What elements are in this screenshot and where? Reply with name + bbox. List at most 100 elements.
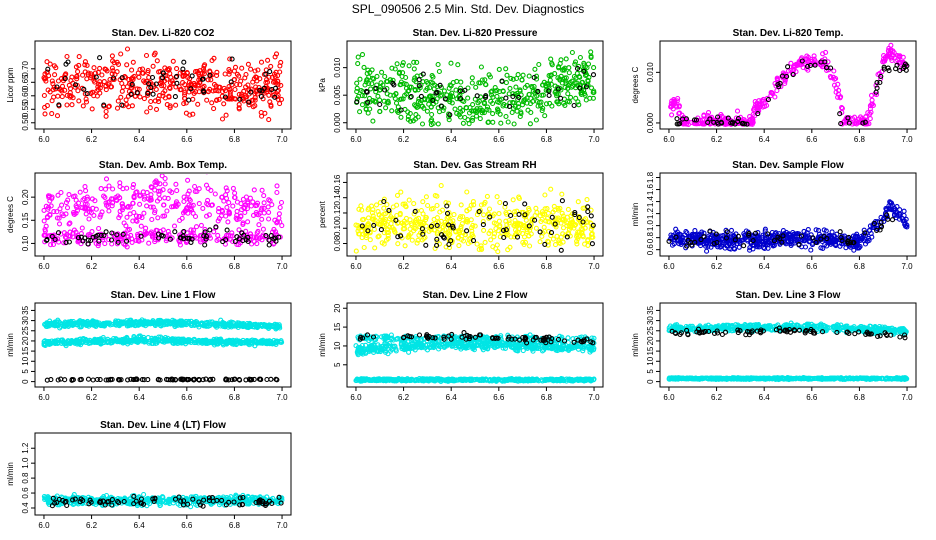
data-point — [530, 217, 536, 223]
data-point — [448, 83, 454, 89]
data-point — [471, 202, 477, 208]
data-point-black — [715, 114, 721, 120]
data-point — [423, 194, 429, 200]
data-point — [823, 228, 829, 234]
data-point — [272, 54, 278, 60]
data-point — [113, 336, 119, 342]
data-point — [462, 114, 468, 121]
data-point-black — [85, 237, 91, 243]
data-point-black — [419, 226, 425, 232]
data-point — [276, 215, 282, 221]
data-point — [359, 217, 366, 223]
data-point-black — [49, 233, 55, 239]
data-point — [144, 109, 150, 115]
data-point — [770, 91, 776, 97]
data-point — [755, 230, 761, 236]
data-point-black — [273, 238, 279, 244]
data-point — [891, 212, 898, 219]
data-point — [509, 109, 515, 116]
data-point — [880, 59, 886, 65]
data-point-black — [145, 377, 151, 383]
data-point-black — [101, 102, 107, 108]
data-point — [397, 210, 403, 216]
data-point — [353, 343, 359, 349]
data-point — [465, 240, 471, 247]
data-point-black — [269, 86, 275, 93]
data-point-black — [191, 377, 197, 383]
data-point — [515, 72, 521, 78]
data-point — [546, 86, 552, 92]
data-point-black — [412, 208, 418, 214]
data-point — [152, 210, 158, 216]
data-point — [803, 56, 809, 62]
data-point — [808, 247, 814, 253]
data-point — [365, 215, 372, 221]
data-point — [249, 241, 255, 247]
data-point — [233, 215, 239, 221]
data-point — [494, 106, 501, 112]
data-point-black — [779, 239, 785, 245]
data-point — [76, 337, 82, 343]
data-point — [197, 80, 203, 86]
data-point — [266, 216, 272, 222]
data-point — [362, 82, 368, 88]
data-point — [751, 106, 757, 112]
x-tick-label: 6.0 — [350, 262, 362, 271]
data-point — [673, 103, 679, 109]
data-point-black — [873, 89, 879, 95]
data-point — [188, 339, 194, 345]
data-point — [357, 76, 363, 82]
data-point-black — [718, 119, 724, 125]
data-point — [162, 175, 168, 182]
data-point — [472, 223, 478, 229]
data-point — [536, 99, 542, 105]
data-point — [200, 66, 207, 72]
data-point — [150, 63, 156, 69]
data-point-black — [266, 242, 272, 248]
data-point — [448, 60, 454, 66]
data-point — [822, 56, 828, 62]
data-point-black — [735, 233, 741, 239]
data-point — [204, 97, 210, 103]
data-point — [216, 216, 222, 222]
data-point — [247, 195, 253, 201]
data-point — [201, 71, 207, 77]
data-point — [867, 116, 873, 122]
data-point-black — [186, 97, 192, 103]
data-point-black — [155, 231, 162, 237]
data-point-black — [546, 92, 552, 98]
data-point — [512, 103, 518, 110]
data-point — [131, 193, 137, 199]
panel-title: Stan. Dev. Li-820 Temp. — [733, 28, 844, 39]
data-point — [419, 237, 425, 243]
data-point — [428, 79, 434, 85]
data-point — [99, 72, 105, 78]
y-tick-label: 0.6 — [646, 244, 655, 256]
data-point — [894, 204, 900, 210]
data-point — [755, 235, 761, 241]
data-point — [134, 218, 140, 224]
data-point — [153, 106, 160, 112]
points-group — [41, 46, 285, 123]
data-point — [544, 215, 551, 221]
data-point — [56, 221, 63, 227]
data-point — [543, 101, 550, 107]
x-tick-label: 6.0 — [350, 135, 362, 144]
data-point — [135, 70, 141, 76]
data-point-black — [382, 87, 388, 93]
data-point — [265, 204, 271, 210]
x-tick-label: 6.6 — [493, 135, 505, 144]
data-point — [743, 228, 749, 234]
data-point — [222, 71, 228, 77]
data-point — [536, 61, 542, 68]
data-point — [863, 113, 869, 120]
plot-frame — [346, 302, 604, 388]
data-point — [185, 191, 191, 197]
data-point — [494, 194, 500, 200]
data-point — [248, 86, 254, 92]
data-point — [221, 198, 227, 204]
data-point — [62, 87, 68, 93]
x-tick-label: 6.4 — [134, 393, 146, 402]
data-point — [806, 58, 812, 64]
data-point — [756, 98, 762, 104]
